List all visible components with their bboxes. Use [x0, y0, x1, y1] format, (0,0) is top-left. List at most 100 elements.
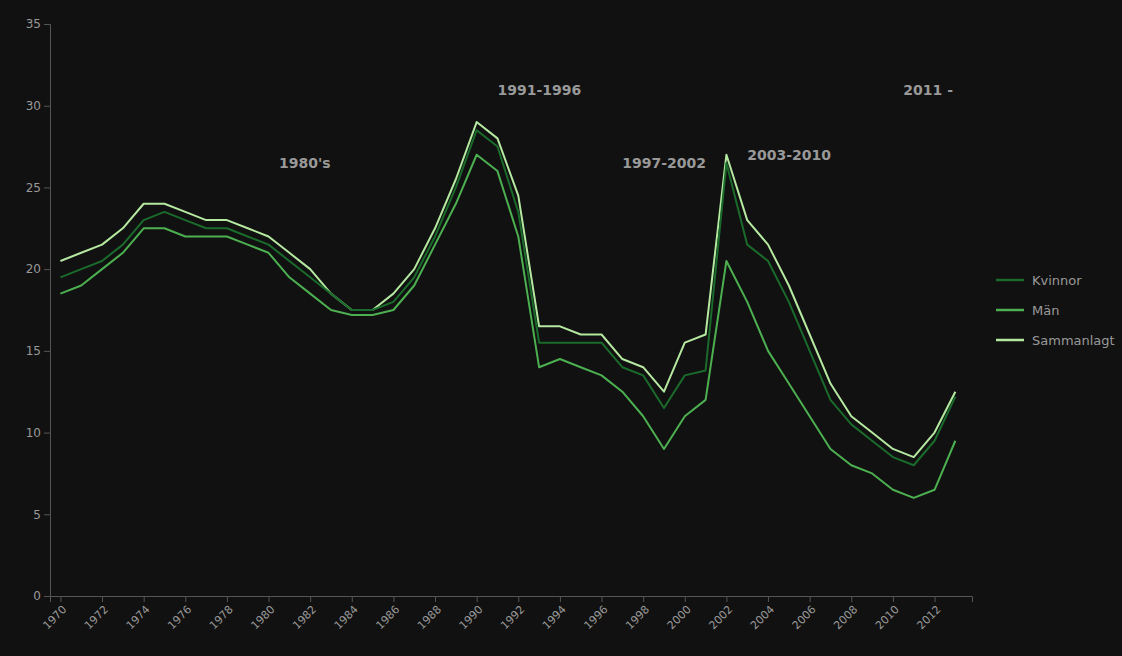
y-tick: 5 [33, 508, 50, 522]
x-tick-mark [435, 596, 436, 602]
y-tick: 10 [26, 426, 50, 440]
x-tick-label: 1990 [457, 603, 486, 632]
x-tick-label: 1980 [249, 603, 278, 632]
x-tick-mark [477, 596, 478, 602]
y-tick-mark [44, 433, 50, 434]
y-axis-line [44, 25, 51, 597]
lines [60, 122, 955, 498]
y-tick-mark [44, 24, 50, 25]
x-tick: 1990 [457, 596, 486, 632]
x-tick-label: 2004 [748, 603, 777, 632]
legend-item: Män [996, 303, 1059, 318]
x-tick-label: 1988 [415, 603, 444, 632]
background [0, 0, 1122, 656]
annotation: 1991-1996 [497, 82, 581, 98]
y-tick: 15 [26, 344, 50, 358]
x-tick-label: 1970 [40, 603, 69, 632]
x-tick-label: 2002 [706, 603, 735, 632]
legend-item: Sammanlagt [996, 333, 1115, 348]
x-tick: 1996 [582, 596, 611, 632]
chart: 1970 1972 1974 1976 1978 1980 1982 1984 1986 1988… [0, 0, 1122, 656]
x-tick-label: 1976 [165, 603, 194, 632]
x-tick-mark [352, 596, 353, 602]
x-tick-mark [144, 596, 145, 602]
y-axis: 0 5 10 15 20 25 30 35 [26, 17, 51, 603]
x-tick-label: 1992 [498, 603, 527, 632]
x-tick: 1980 [249, 596, 278, 632]
y-tick: 20 [26, 262, 50, 276]
series-line [60, 122, 955, 457]
x-tick-label: 2010 [873, 603, 902, 632]
x-tick-mark [726, 596, 727, 602]
y-tick-label: 0 [33, 589, 41, 603]
x-tick: 2012 [915, 596, 944, 632]
x-tick-mark [102, 596, 103, 602]
annotation: 2003-2010 [747, 147, 831, 163]
x-tick: 2002 [706, 596, 735, 632]
x-tick: 1972 [82, 596, 111, 632]
y-tick: 0 [33, 589, 50, 603]
y-tick: 35 [26, 17, 50, 31]
x-tick: 2000 [665, 596, 694, 632]
y-tick-mark [44, 187, 50, 188]
x-tick-label: 1994 [540, 603, 569, 632]
x-tick: 1988 [415, 596, 444, 632]
y-tick-label: 5 [33, 508, 41, 522]
y-tick-label: 10 [26, 426, 41, 440]
legend: Kvinnor Män Sammanlagt [996, 273, 1115, 348]
x-tick-label: 1978 [207, 603, 236, 632]
x-tick-label: 1986 [373, 603, 402, 632]
y-tick-mark [44, 351, 50, 352]
x-tick-mark [60, 596, 61, 602]
plot: 1970 1972 1974 1976 1978 1980 1982 1984 1986 1988… [26, 17, 973, 632]
x-tick-label: 2012 [915, 603, 944, 632]
legend-swatch [996, 279, 1024, 282]
legend-swatch [996, 339, 1024, 342]
annotation: 1980's [279, 155, 331, 171]
x-tick-label: 2000 [665, 603, 694, 632]
y-tick-mark [44, 596, 50, 597]
annotation: 1997-2002 [622, 155, 706, 171]
x-axis: 1970 1972 1974 1976 1978 1980 1982 1984 1986 1988… [40, 596, 972, 632]
x-tick-label: 1982 [290, 603, 319, 632]
x-tick: 1998 [623, 596, 652, 632]
legend-label: Män [1032, 303, 1059, 318]
x-tick-mark [643, 596, 644, 602]
y-tick-label: 25 [26, 181, 41, 195]
x-tick: 1978 [207, 596, 236, 632]
x-tick: 1992 [498, 596, 527, 632]
y-tick-label: 30 [26, 99, 41, 113]
series-line [60, 155, 955, 498]
x-tick: 1976 [165, 596, 194, 632]
x-tick-mark [185, 596, 186, 602]
x-tick-mark [810, 596, 811, 602]
annotations: 1980's1991-19961997-20022003-20102011 - [279, 82, 953, 172]
x-tick: 1982 [290, 596, 319, 632]
y-tick-label: 20 [26, 262, 41, 276]
y-tick-mark [44, 514, 50, 515]
y-tick-mark [44, 269, 50, 270]
x-tick-label: 2006 [790, 603, 819, 632]
x-tick: 2010 [873, 596, 902, 632]
y-tick: 30 [26, 99, 50, 113]
x-tick: 1974 [124, 596, 153, 632]
legend-label: Sammanlagt [1032, 333, 1115, 348]
x-tick-label: 1998 [623, 603, 652, 632]
x-tick-label: 1984 [332, 603, 361, 632]
x-tick-label: 1972 [82, 603, 111, 632]
x-tick-label: 2008 [831, 603, 860, 632]
legend-label: Kvinnor [1032, 273, 1082, 288]
x-tick-label: 1996 [582, 603, 611, 632]
x-tick-mark [269, 596, 270, 602]
x-tick: 2008 [831, 596, 860, 632]
x-tick-mark [227, 596, 228, 602]
x-tick-mark [893, 596, 894, 602]
x-tick: 2006 [790, 596, 819, 632]
legend-item: Kvinnor [996, 273, 1082, 288]
y-tick: 25 [26, 181, 50, 195]
x-axis-line [51, 597, 973, 603]
y-tick-label: 35 [26, 17, 41, 31]
x-tick-mark [602, 596, 603, 602]
legend-swatch [996, 309, 1024, 312]
x-tick: 1986 [373, 596, 402, 632]
